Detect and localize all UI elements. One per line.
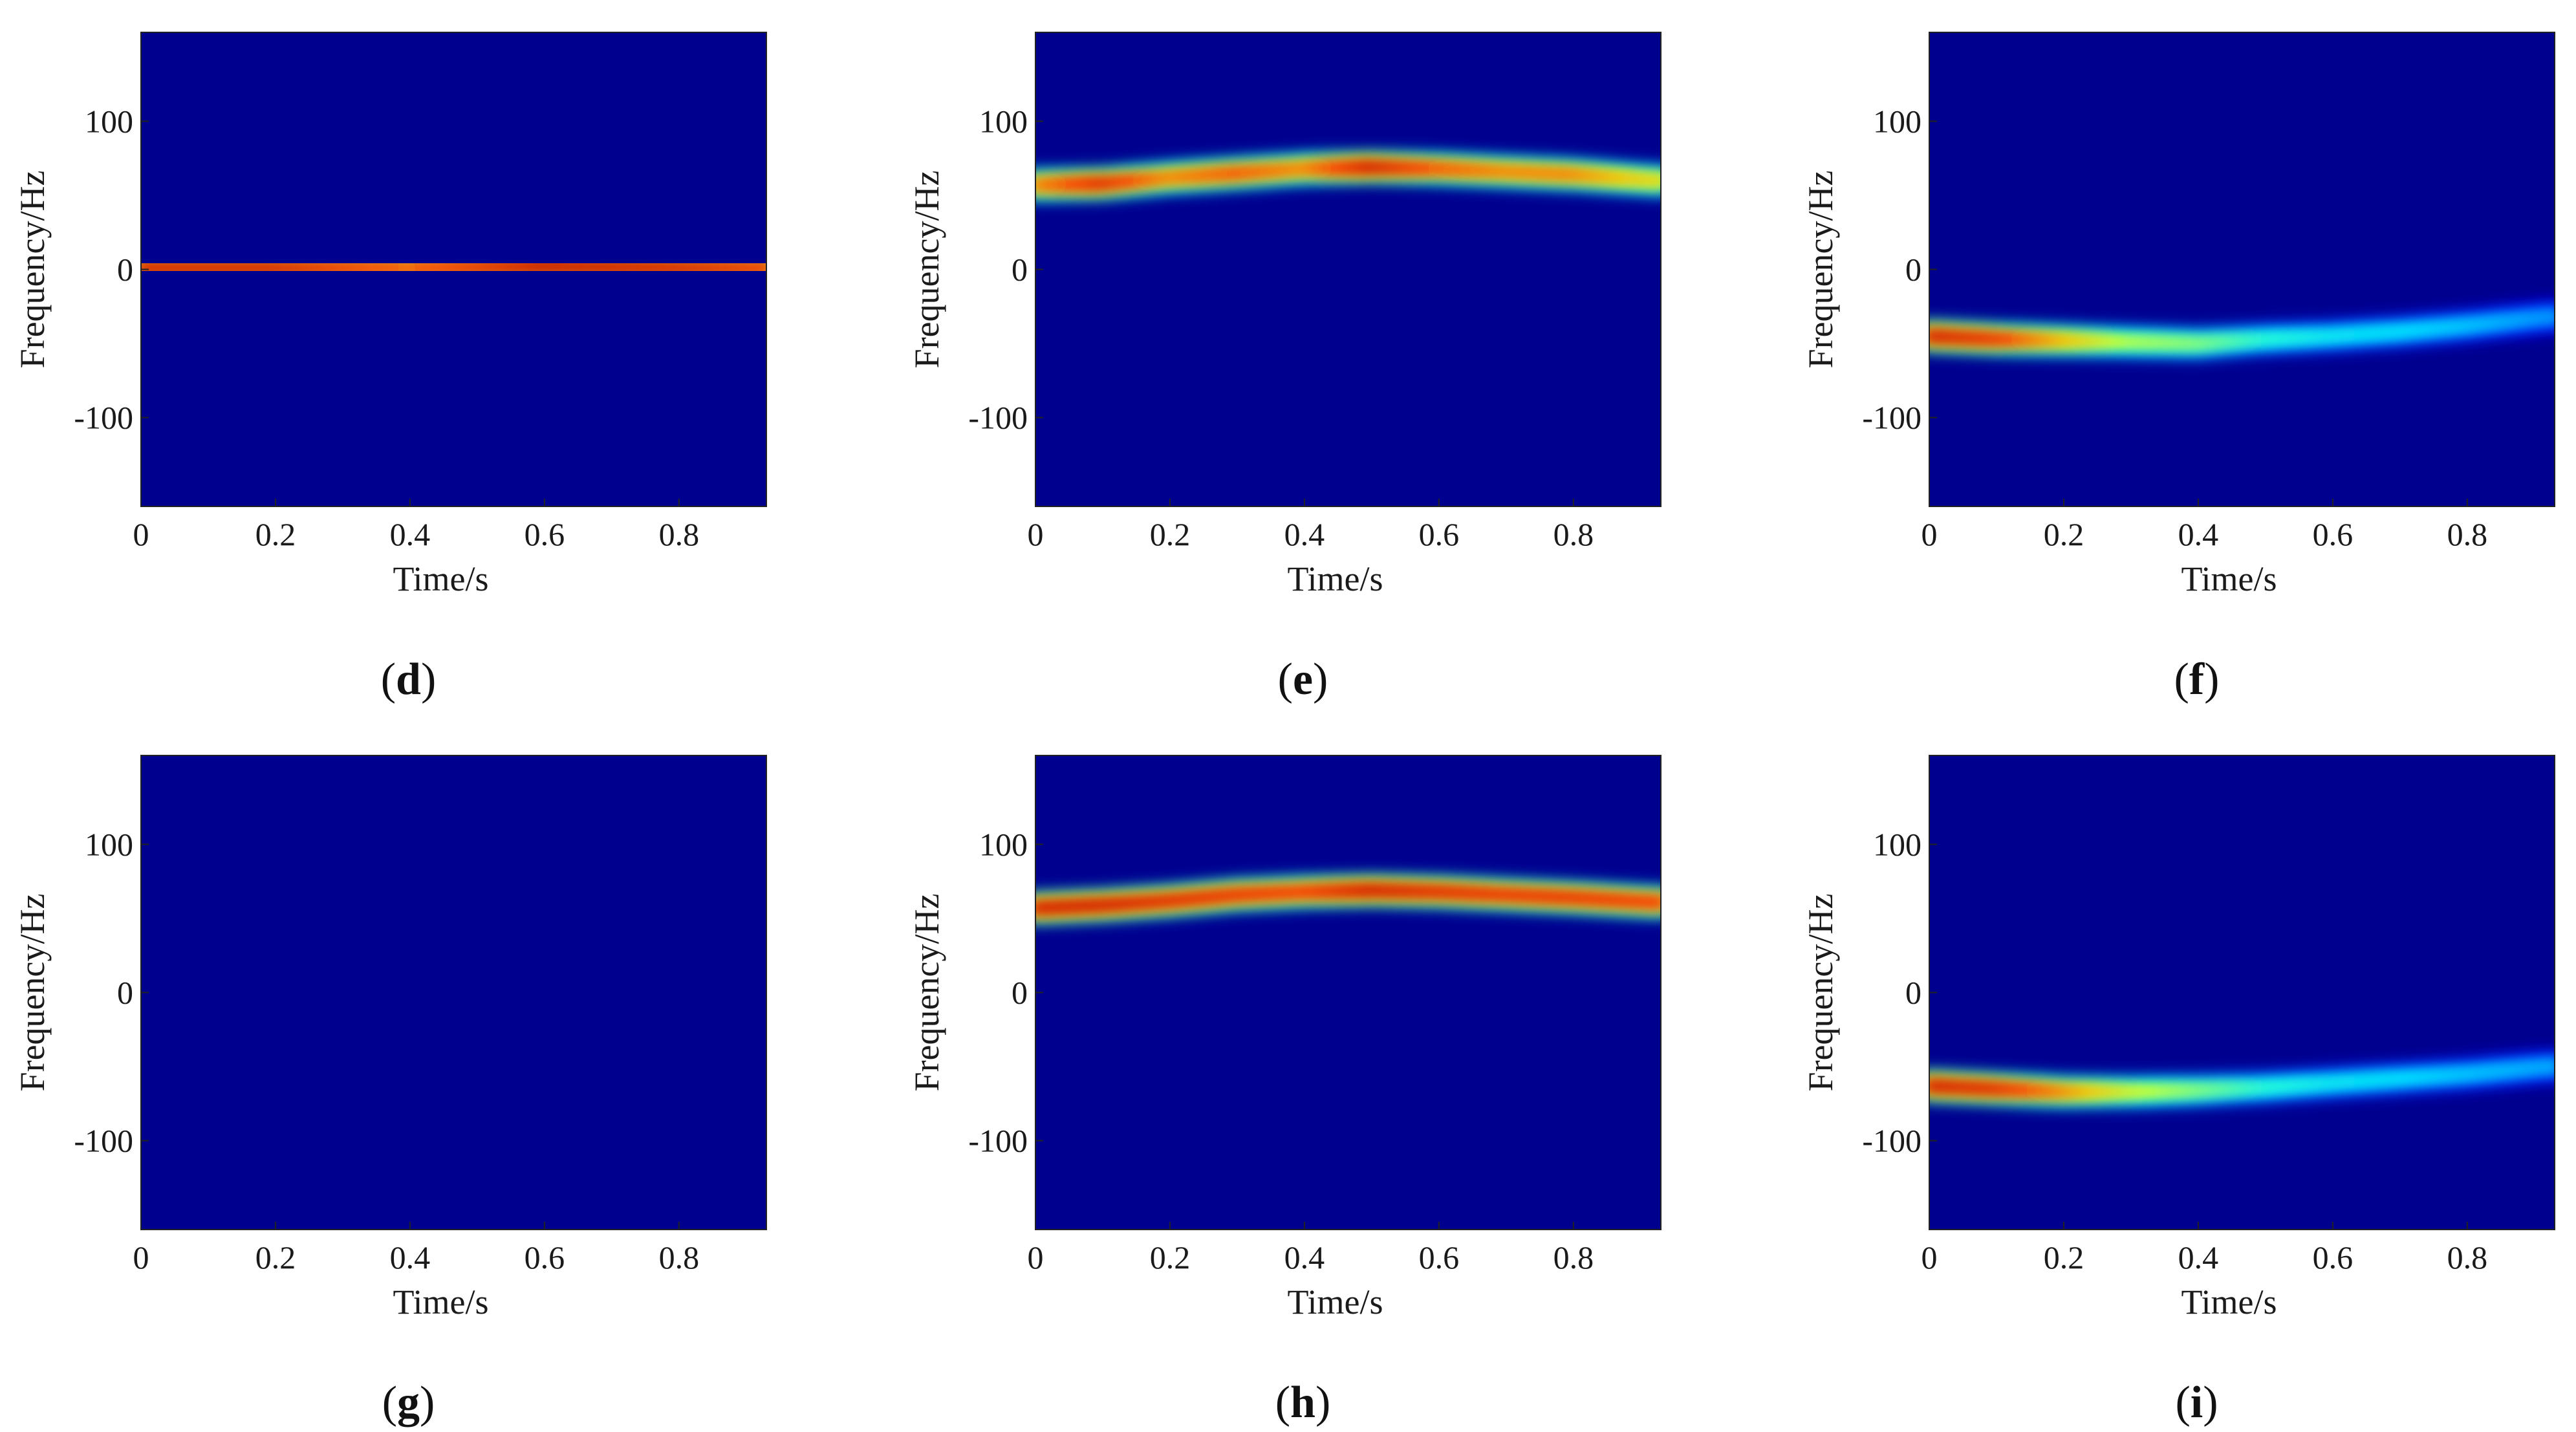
x-tick-label: 0.4 — [1284, 516, 1325, 552]
y-tick-label: 0 — [1905, 975, 1921, 1011]
x-tick-label: 0.2 — [1150, 1239, 1191, 1275]
y-tick-label: 0 — [117, 975, 133, 1011]
y-tick-label: 100 — [979, 103, 1028, 139]
panel-label: (h) — [1275, 1378, 1331, 1427]
y-tick-label: 100 — [979, 826, 1028, 862]
x-tick-label: 0.6 — [2313, 516, 2354, 552]
x-tick-label: 0.8 — [1553, 1239, 1594, 1275]
x-tick-label: 0.8 — [2447, 516, 2488, 552]
ridge-marks — [141, 246, 766, 288]
y-tick-label: 100 — [85, 103, 133, 139]
y-tick-label: 0 — [1012, 975, 1028, 1011]
x-tick-label: 0.4 — [390, 1239, 431, 1275]
x-tick-label: 0.2 — [1150, 516, 1191, 552]
x-tick-label: 0.6 — [525, 516, 565, 552]
panel-label: (g) — [382, 1378, 435, 1427]
plot-area — [1035, 755, 1661, 1230]
x-tick-label: 0.2 — [2044, 516, 2084, 552]
ridge-layer-3 — [1035, 887, 1661, 911]
panel-letter: i — [2191, 1378, 2203, 1427]
x-tick-label: 0.8 — [2447, 1239, 2488, 1275]
x-tick-label: 0.6 — [1419, 516, 1460, 552]
x-tick-label: 0.2 — [255, 1239, 296, 1275]
x-tick-label: 0 — [133, 1239, 149, 1275]
x-tick-label: 0 — [1028, 516, 1044, 552]
ridge-marks — [1035, 147, 1661, 204]
panel-i: 0 0.2 0.4 0.6 0.8 100 0 -100 Time/s Frequency/Hz (… — [1801, 755, 2555, 1427]
x-tick-label: 0.8 — [659, 516, 700, 552]
y-axis-label: Frequency/Hz — [13, 171, 52, 369]
panel-label: (e) — [1278, 655, 1328, 704]
plot-area — [1035, 32, 1661, 506]
x-tick-label: 0.6 — [525, 1239, 565, 1275]
y-axis-label: Frequency/Hz — [1801, 171, 1840, 369]
x-tick-label: 0.6 — [2313, 1239, 2354, 1275]
y-tick-label: -100 — [74, 400, 133, 436]
y-tick-label: -100 — [1862, 400, 1921, 436]
y-axis-label: Frequency/Hz — [907, 171, 946, 369]
panel-letter: e — [1293, 655, 1313, 704]
y-tick-label: 100 — [1873, 826, 1921, 862]
y-tick-label: -100 — [968, 1123, 1028, 1159]
panel-label: (d) — [381, 655, 437, 704]
ridge-marks — [1035, 871, 1661, 928]
panel-label: (f) — [2174, 655, 2220, 704]
x-tick-label: 0.4 — [1284, 1239, 1325, 1275]
x-tick-label: 0 — [133, 516, 149, 552]
plot-area — [1929, 755, 2555, 1230]
panel-h: 0 0.2 0.4 0.6 0.8 100 0 -100 Time/s Frequency/Hz (… — [907, 755, 1661, 1427]
x-axis-label: Time/s — [1287, 559, 1383, 598]
x-axis-label: Time/s — [1287, 1283, 1383, 1321]
x-tick-label: 0 — [1921, 516, 1938, 552]
x-axis-label: Time/s — [2181, 1283, 2277, 1321]
plot-area — [1929, 32, 2555, 506]
ridge-layer-3 — [1929, 313, 2555, 347]
y-tick-label: 0 — [1012, 252, 1028, 288]
y-tick-label: 100 — [1873, 103, 1921, 139]
y-tick-label: 0 — [1905, 252, 1921, 288]
x-tick-label: 0.6 — [1419, 1239, 1460, 1275]
x-tick-label: 0.4 — [390, 516, 431, 552]
x-axis-label: Time/s — [393, 1283, 488, 1321]
y-tick-label: -100 — [968, 400, 1028, 436]
ridge-layer-3 — [1035, 164, 1661, 188]
x-tick-label: 0.2 — [255, 516, 296, 552]
panel-d: 0 0.2 0.4 0.6 0.8 100 0 -100 Time/s Frequency/Hz (… — [13, 32, 767, 704]
ridge-layer-3 — [141, 263, 766, 272]
panel-e: 0 0.2 0.4 0.6 0.8 100 0 -100 Time/s Frequency/Hz (… — [907, 32, 1661, 704]
panel-label: (i) — [2175, 1378, 2218, 1427]
x-tick-label: 0.8 — [1553, 516, 1594, 552]
panel-g: 0 0.2 0.4 0.6 0.8 100 0 -100 Time/s Frequency/Hz (… — [13, 755, 767, 1427]
x-tick-label: 0.2 — [2044, 1239, 2084, 1275]
y-tick-label: -100 — [1862, 1123, 1921, 1159]
ridge-marks — [1929, 297, 2555, 363]
x-tick-label: 0 — [1921, 1239, 1938, 1275]
panel-f: 0 0.2 0.4 0.6 0.8 100 0 -100 Time/s Frequency/Hz (… — [1801, 32, 2555, 704]
panel-letter: g — [397, 1378, 420, 1427]
y-tick-label: 0 — [117, 252, 133, 288]
y-tick-label: 100 — [85, 826, 133, 862]
panel-letter: h — [1290, 1378, 1315, 1427]
x-tick-label: 0.4 — [2178, 1239, 2219, 1275]
x-tick-label: 0.8 — [659, 1239, 700, 1275]
x-tick-label: 0.4 — [2178, 516, 2219, 552]
y-tick-label: -100 — [74, 1123, 133, 1159]
y-axis-label: Frequency/Hz — [907, 894, 946, 1092]
ridge-marks — [1929, 1047, 2555, 1111]
ridge-layer-3 — [1929, 1063, 2555, 1095]
y-axis-label: Frequency/Hz — [1801, 894, 1840, 1092]
x-tick-label: 0 — [1028, 1239, 1044, 1275]
y-axis-label: Frequency/Hz — [13, 894, 52, 1092]
x-axis-label: Time/s — [393, 559, 488, 598]
panel-letter: f — [2189, 655, 2205, 704]
panel-letter: d — [396, 655, 421, 704]
x-axis-label: Time/s — [2181, 559, 2277, 598]
